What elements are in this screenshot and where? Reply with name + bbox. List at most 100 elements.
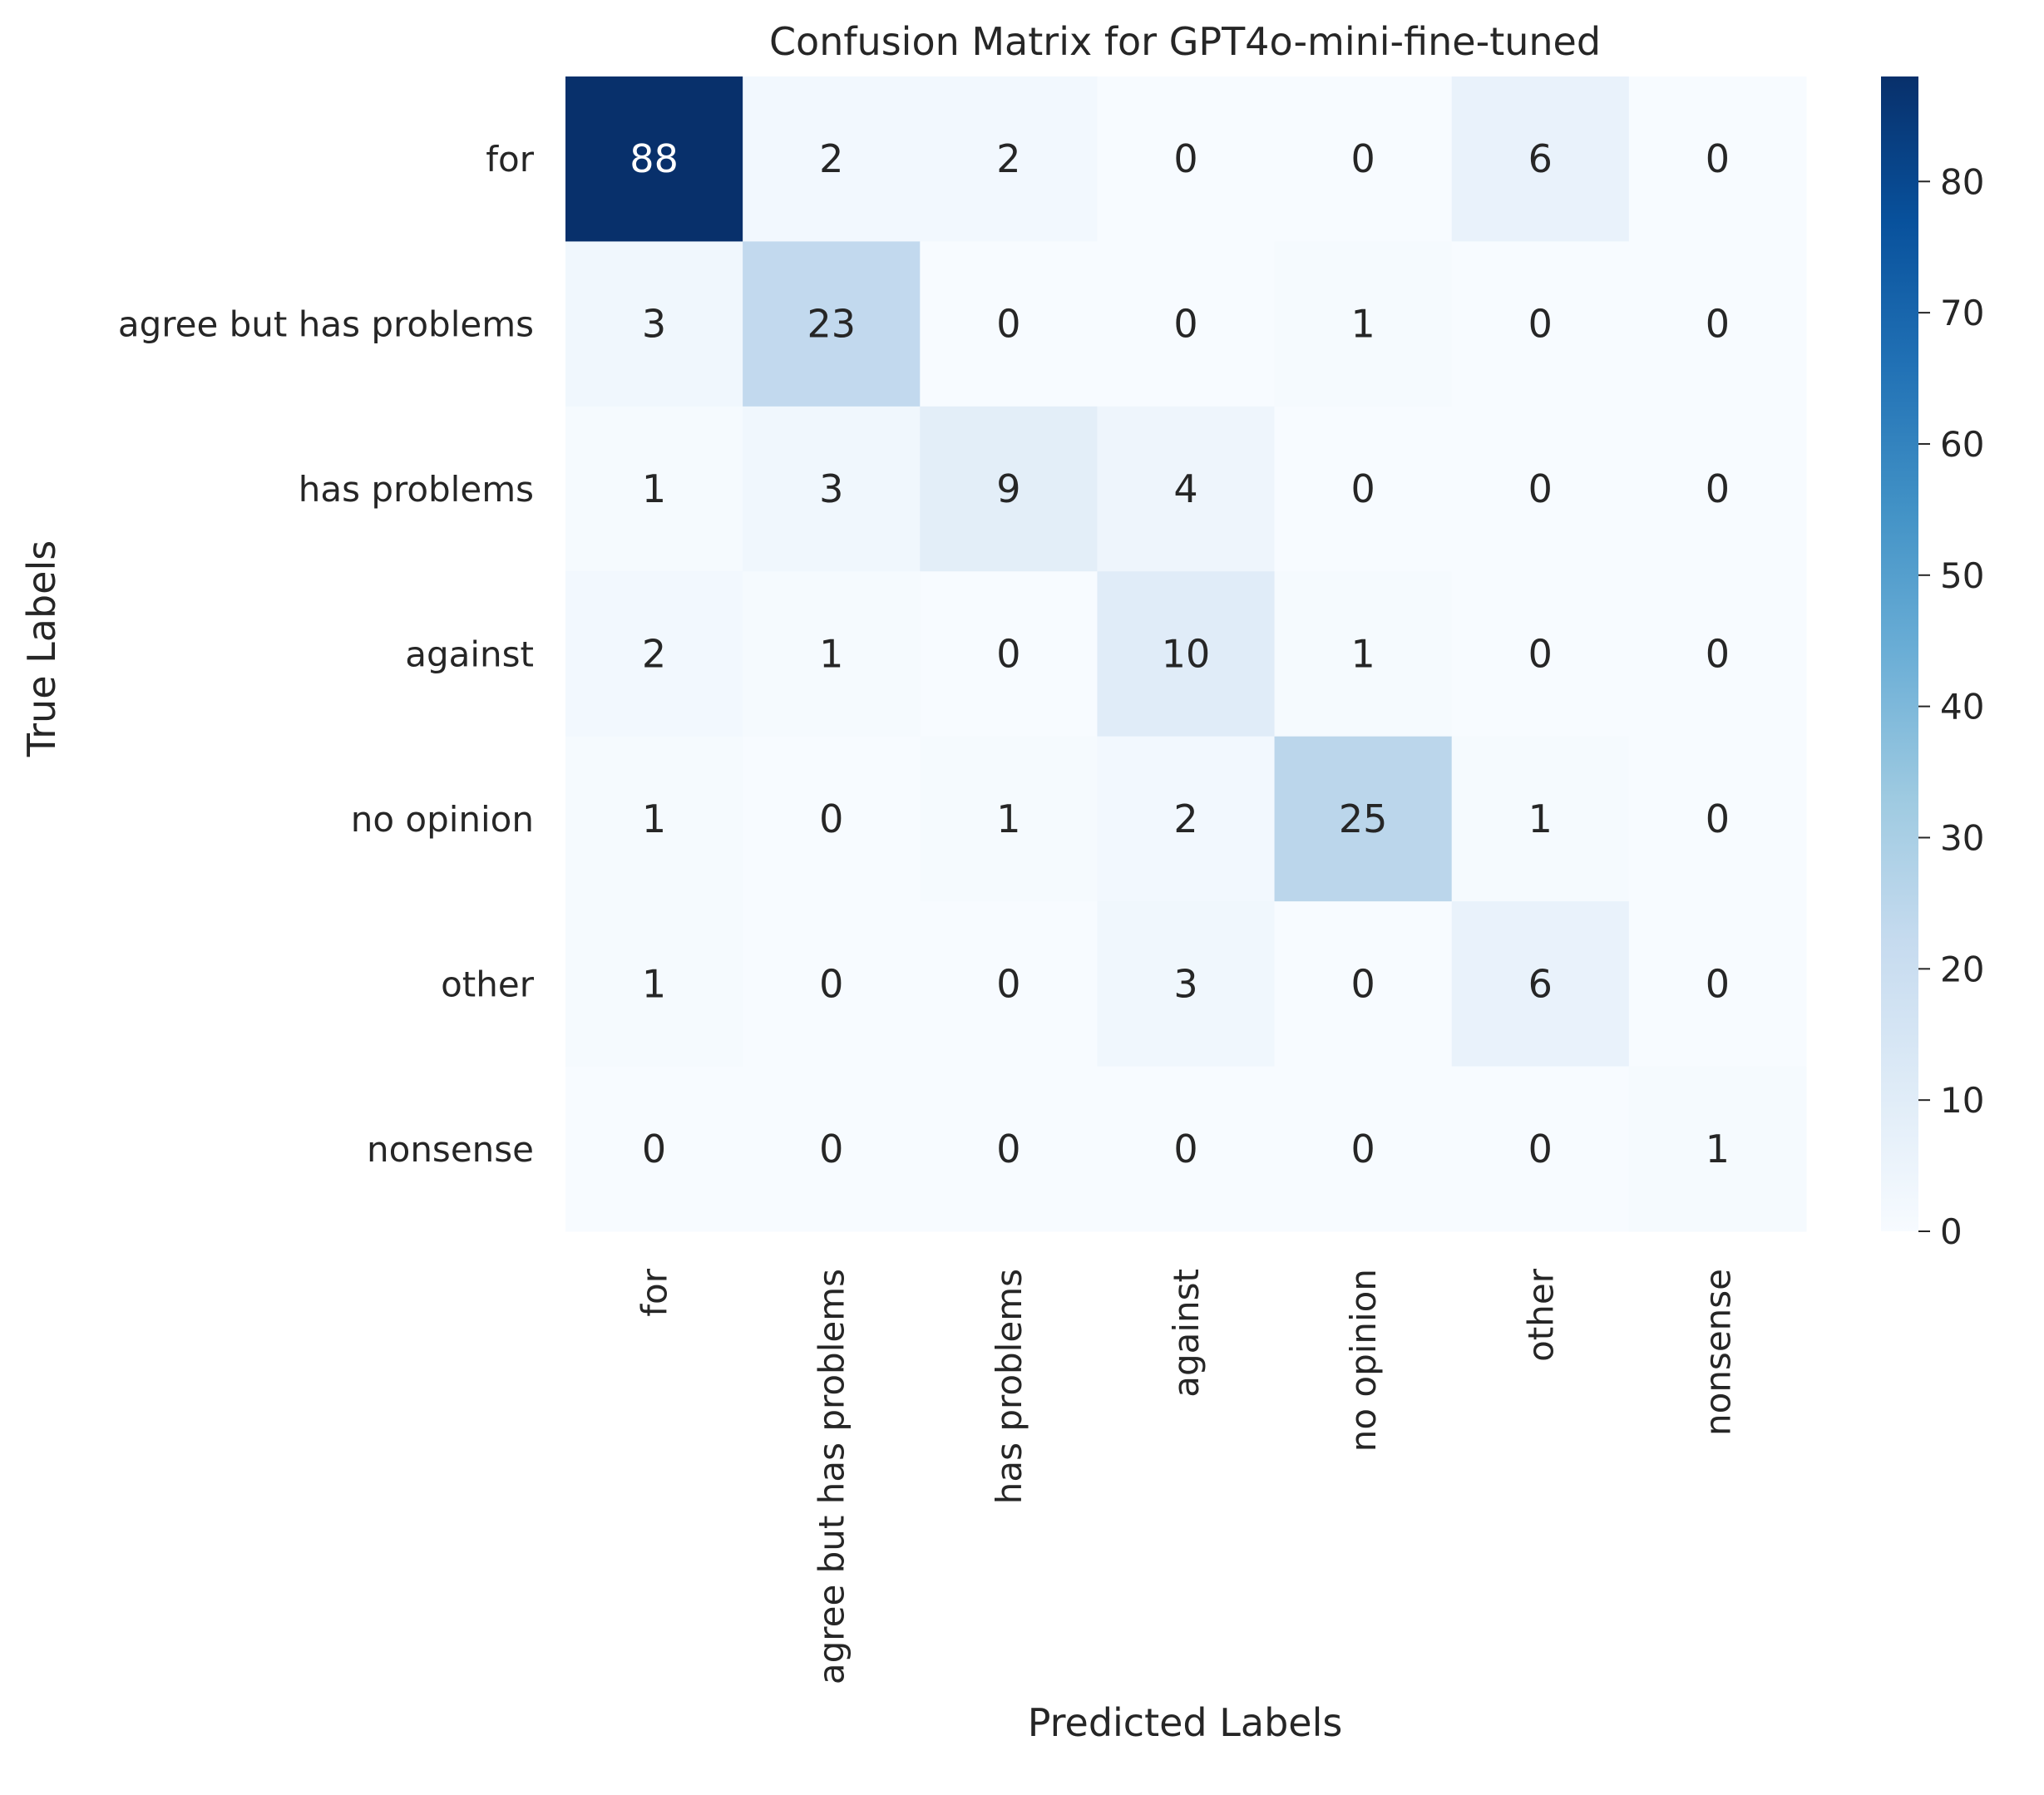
cell-value-label: 0 [1706,961,1730,1006]
cell-value-label: 2 [642,632,666,677]
heatmap-cell [1274,76,1453,242]
cell-value-label: 2 [1173,796,1197,841]
heatmap-cells: 88 2 2 0 0 6 03 23 0 0 1 0 01 3 9 4 0 0 02 1 0 10 1 0 01 0 1 2 25 1 01… [565,76,1807,1232]
cell-value-label: 1 [642,961,666,1006]
cell-value-label: 3 [642,302,666,347]
heatmap-cell [920,241,1098,407]
heatmap-cell [920,571,1098,737]
x-tick-label: other [1520,1268,1561,1362]
x-tick-label: has problems [989,1269,1029,1504]
colorbar-tick-label: 50 [1940,555,1984,596]
cell-value-label: 0 [1351,1127,1375,1171]
cell-value-label: 1 [1528,796,1553,841]
cell-value-label: 0 [819,1127,843,1171]
heatmap-cell [1451,241,1630,407]
x-tick-label: no opinion [1343,1269,1384,1452]
heatmap-cell [1451,571,1630,737]
colorbar-tick-label: 20 [1940,949,1984,989]
cell-value-label: 0 [1351,961,1375,1006]
cell-value-label: 1 [642,466,666,511]
heatmap-cell [743,76,921,242]
x-axis-label: Predicted Labels [1028,1700,1343,1745]
cell-value-label: 0 [996,1127,1020,1171]
cell-value-label: 2 [996,136,1020,181]
heatmap-cell [743,406,921,572]
heatmap-cell [1451,1066,1630,1232]
heatmap-cell [743,241,921,407]
cell-value-label: 0 [819,796,843,841]
cell-value-label: 0 [642,1127,666,1171]
y-tick-label: for [486,139,534,180]
x-tick-label: nonsense [1697,1269,1738,1436]
heatmap-cell [920,1066,1098,1232]
heatmap-cell [1097,76,1276,242]
cell-value-label: 0 [996,632,1020,677]
heatmap-cell [1274,901,1453,1068]
cell-value-label: 6 [1528,961,1553,1006]
cell-value-label: 0 [1173,136,1197,181]
colorbar-tick-label: 80 [1940,161,1984,202]
heatmap-cell [920,736,1098,902]
cell-value-label: 0 [996,961,1020,1006]
cell-value-label: 0 [1173,302,1197,347]
heatmap-cell [1628,736,1807,902]
heatmap-cell [743,901,921,1068]
heatmap-cell [920,76,1098,242]
cell-value-label: 0 [1351,466,1375,511]
y-tick-labels: for agree but has problems has problems aga… [118,139,535,1170]
heatmap-cell [1628,1066,1807,1232]
heatmap-cell [1451,736,1630,902]
cell-value-label: 6 [1528,136,1553,181]
heatmap-cell [565,406,743,572]
cell-value-label: 0 [1173,1127,1197,1171]
heatmap-cell [565,571,743,737]
heatmap-cell [565,1066,743,1232]
cell-value-label: 1 [642,796,666,841]
x-tick-label: for [634,1268,675,1316]
heatmap-cell [565,901,743,1068]
heatmap-cell [1274,1066,1453,1232]
heatmap-cell [1451,901,1630,1068]
cell-value-label: 9 [996,466,1020,511]
heatmap-cell [743,571,921,737]
cell-value-label: 23 [807,302,856,347]
colorbar-ticks: 0 10 20 30 40 50 60 70 80 [1918,161,1984,1252]
y-tick-label: no opinion [351,799,534,840]
heatmap-cell [920,901,1098,1068]
cell-value-label: 0 [1351,136,1375,181]
cell-value-label: 2 [819,136,843,181]
cell-value-label: 0 [1706,466,1730,511]
x-tick-label: against [1166,1269,1207,1398]
heatmap-cell [565,736,743,902]
heatmap-cell [1097,901,1276,1068]
cell-value-label: 0 [1706,136,1730,181]
colorbar-tick-label: 0 [1940,1211,1963,1252]
colorbar-tick-label: 40 [1940,687,1984,727]
heatmap-cell [1274,406,1453,572]
heatmap-cell [743,1066,921,1232]
cell-value-label: 0 [1706,796,1730,841]
heatmap-cell [565,241,743,407]
cell-value-label: 3 [1173,961,1197,1006]
y-tick-label: other [441,964,535,1004]
heatmap-cell [1628,406,1807,572]
cell-value-label: 0 [1706,632,1730,677]
cell-value-label: 3 [819,466,843,511]
colorbar-tick-label: 10 [1940,1080,1984,1121]
cell-value-label: 0 [1528,1127,1553,1171]
y-tick-label: nonsense [367,1129,534,1170]
heatmap-cell [1274,736,1453,902]
cell-value-label: 0 [1706,302,1730,347]
heatmap-cell [920,406,1098,572]
heatmap-cell [1451,406,1630,572]
heatmap-cell [1628,901,1807,1068]
chart-title: Confusion Matrix for GPT4o-mini-fine-tun… [769,19,1601,64]
cell-value-label: 0 [1528,632,1553,677]
colorbar [1881,76,1918,1231]
cell-value-label: 0 [1528,466,1553,511]
heatmap-cell [1451,76,1630,242]
heatmap-cell [1097,736,1276,902]
cell-value-label: 4 [1173,466,1197,511]
cell-value-label: 1 [996,796,1020,841]
